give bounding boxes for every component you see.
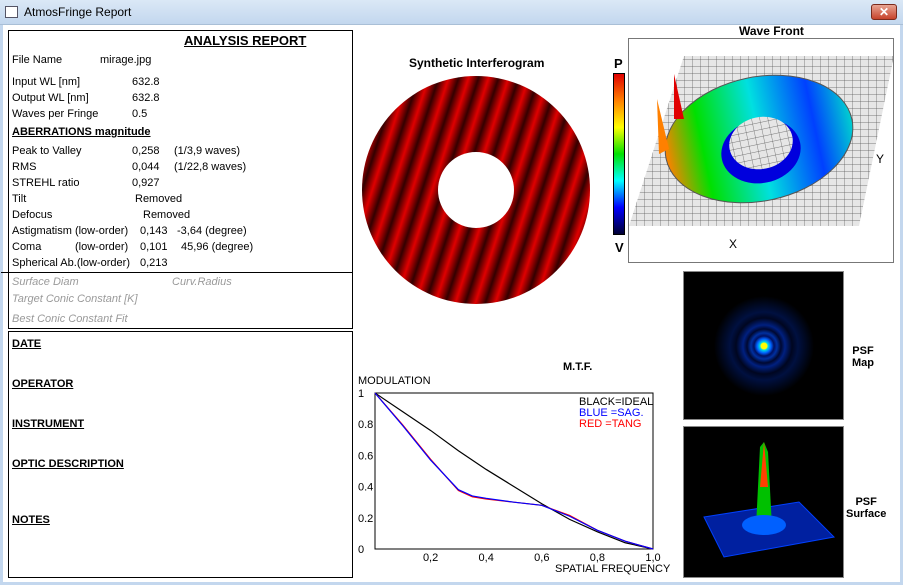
legend-entry: BLUE =SAG. [579,407,644,419]
x-tick-label: 0,2 [423,552,438,564]
astig-degree: -3,64 (degree) [177,225,247,237]
waves-label: Waves per Fringe [12,108,99,120]
curv-radius-label: Curv.Radius [172,276,232,288]
surface-diam-label: Surface Diam [12,276,79,288]
astig-value: 0,143 [140,225,168,237]
coma-label: Coma [12,241,42,253]
window-title: AtmosFringe Report [24,5,132,19]
wavefront-plot: X Y [628,38,894,263]
y-tick-label: 0.8 [358,419,373,431]
coma-value: 0,101 [140,241,168,253]
color-scale-bar [613,73,625,235]
file-name-label: File Name [12,54,63,66]
best-conic-label: Best Conic Constant Fit [12,313,128,325]
scale-top-label: P [614,56,623,71]
mtf-chart: 0 0.2 0.4 0.6 0.8 1 0,2 0,4 0,6 0,8 1,0 BLACK=IDEAL… [358,388,661,564]
x-tick-label: 0,8 [590,552,605,564]
psf-rings [714,296,814,396]
y-tick-label: 0 [358,544,364,556]
spherical-label: Spherical Ab.(low-order) [12,257,130,269]
ptv-value: 0,258 [132,145,160,157]
fringe-pattern [360,74,592,306]
instrument-label: INSTRUMENT [12,418,85,430]
psf-surface-label: PSF Surface [846,496,886,520]
rms-label: RMS [12,161,37,173]
window-frame [0,25,903,585]
target-conic-label: Target Conic Constant [K] [12,293,138,305]
divider [1,272,353,273]
rms-value: 0,044 [132,161,160,173]
mtf-title: M.T.F. [563,361,593,373]
x-tick-label: 0,6 [534,552,549,564]
astig-label: Astigmatism (low-order) [12,225,129,237]
tilt-value: Removed [135,193,183,205]
interferogram-title: Synthetic Interferogram [409,56,545,70]
file-name-value: mirage.jpg [100,54,152,66]
strehl-label: STREHL ratio [12,177,80,189]
close-button[interactable]: ✕ [871,4,897,20]
report-title: ANALYSIS REPORT [184,33,307,48]
output-wl-value: 632.8 [132,92,160,104]
date-label: DATE [12,338,42,350]
x-tick-label: 1,0 [645,552,660,564]
coma-order: (low-order) [75,241,129,253]
psf-surface [683,426,844,578]
series-line-ideal [374,392,654,550]
psf-map-label-line1: PSF [852,345,874,357]
operator-label: OPERATOR [12,378,74,390]
defocus-label: Defocus [12,209,53,221]
spherical-value: 0,213 [140,257,168,269]
legend-entry: BLACK=IDEAL [579,396,653,408]
series-line-sag [374,392,654,550]
plot-area [374,392,654,550]
y-axis-label: Y [876,152,885,166]
y-tick-label: 1 [358,388,364,400]
title-bar: AtmosFringe Report ✕ [0,0,903,25]
app-icon [5,6,18,18]
scale-bottom-label: V [615,240,624,255]
wavefront-title: Wave Front [739,24,804,38]
input-wl-label: Input WL [nm] [12,76,81,88]
psf-map-label: PSF Map [852,345,874,369]
strehl-value: 0,927 [132,177,160,189]
psf-map [683,271,844,420]
y-tick-label: 0.6 [358,450,373,462]
ptv-waves: (1/3,9 waves) [174,145,241,157]
optic-description-label: OPTIC DESCRIPTION [12,458,124,470]
mtf-xlabel: SPATIAL FREQUENCY [555,563,671,575]
info-panel: DATE OPERATOR INSTRUMENT OPTIC DESCRIPTI… [8,331,353,578]
coma-degree: 45,96 (degree) [181,241,254,253]
psf-surface-label-line1: PSF [855,496,877,508]
psf-map-label-line2: Map [852,357,874,369]
interferogram [360,74,592,306]
analysis-report-panel: ANALYSIS REPORT File Name mirage.jpg Inp… [1,30,353,329]
y-tick-label: 0.4 [358,482,373,494]
notes-label: NOTES [12,514,50,526]
x-axis-label: X [729,237,738,251]
mtf-ylabel: MODULATION [358,375,431,387]
defocus-value: Removed [143,209,191,221]
waves-value: 0.5 [132,108,148,120]
tilt-label: Tilt [12,193,27,205]
ptv-label: Peak to Valley [12,145,82,157]
x-tick-label: 0,4 [479,552,494,564]
input-wl-value: 632.8 [132,76,160,88]
psf-surface-label-line2: Surface [846,508,887,520]
legend-entry: RED =TANG [579,418,641,430]
rms-waves: (1/22,8 waves) [174,161,247,173]
y-tick-label: 0.2 [358,513,373,525]
output-wl-label: Output WL [nm] [12,92,89,104]
aberrations-header: ABERRATIONS magnitude [12,126,151,138]
